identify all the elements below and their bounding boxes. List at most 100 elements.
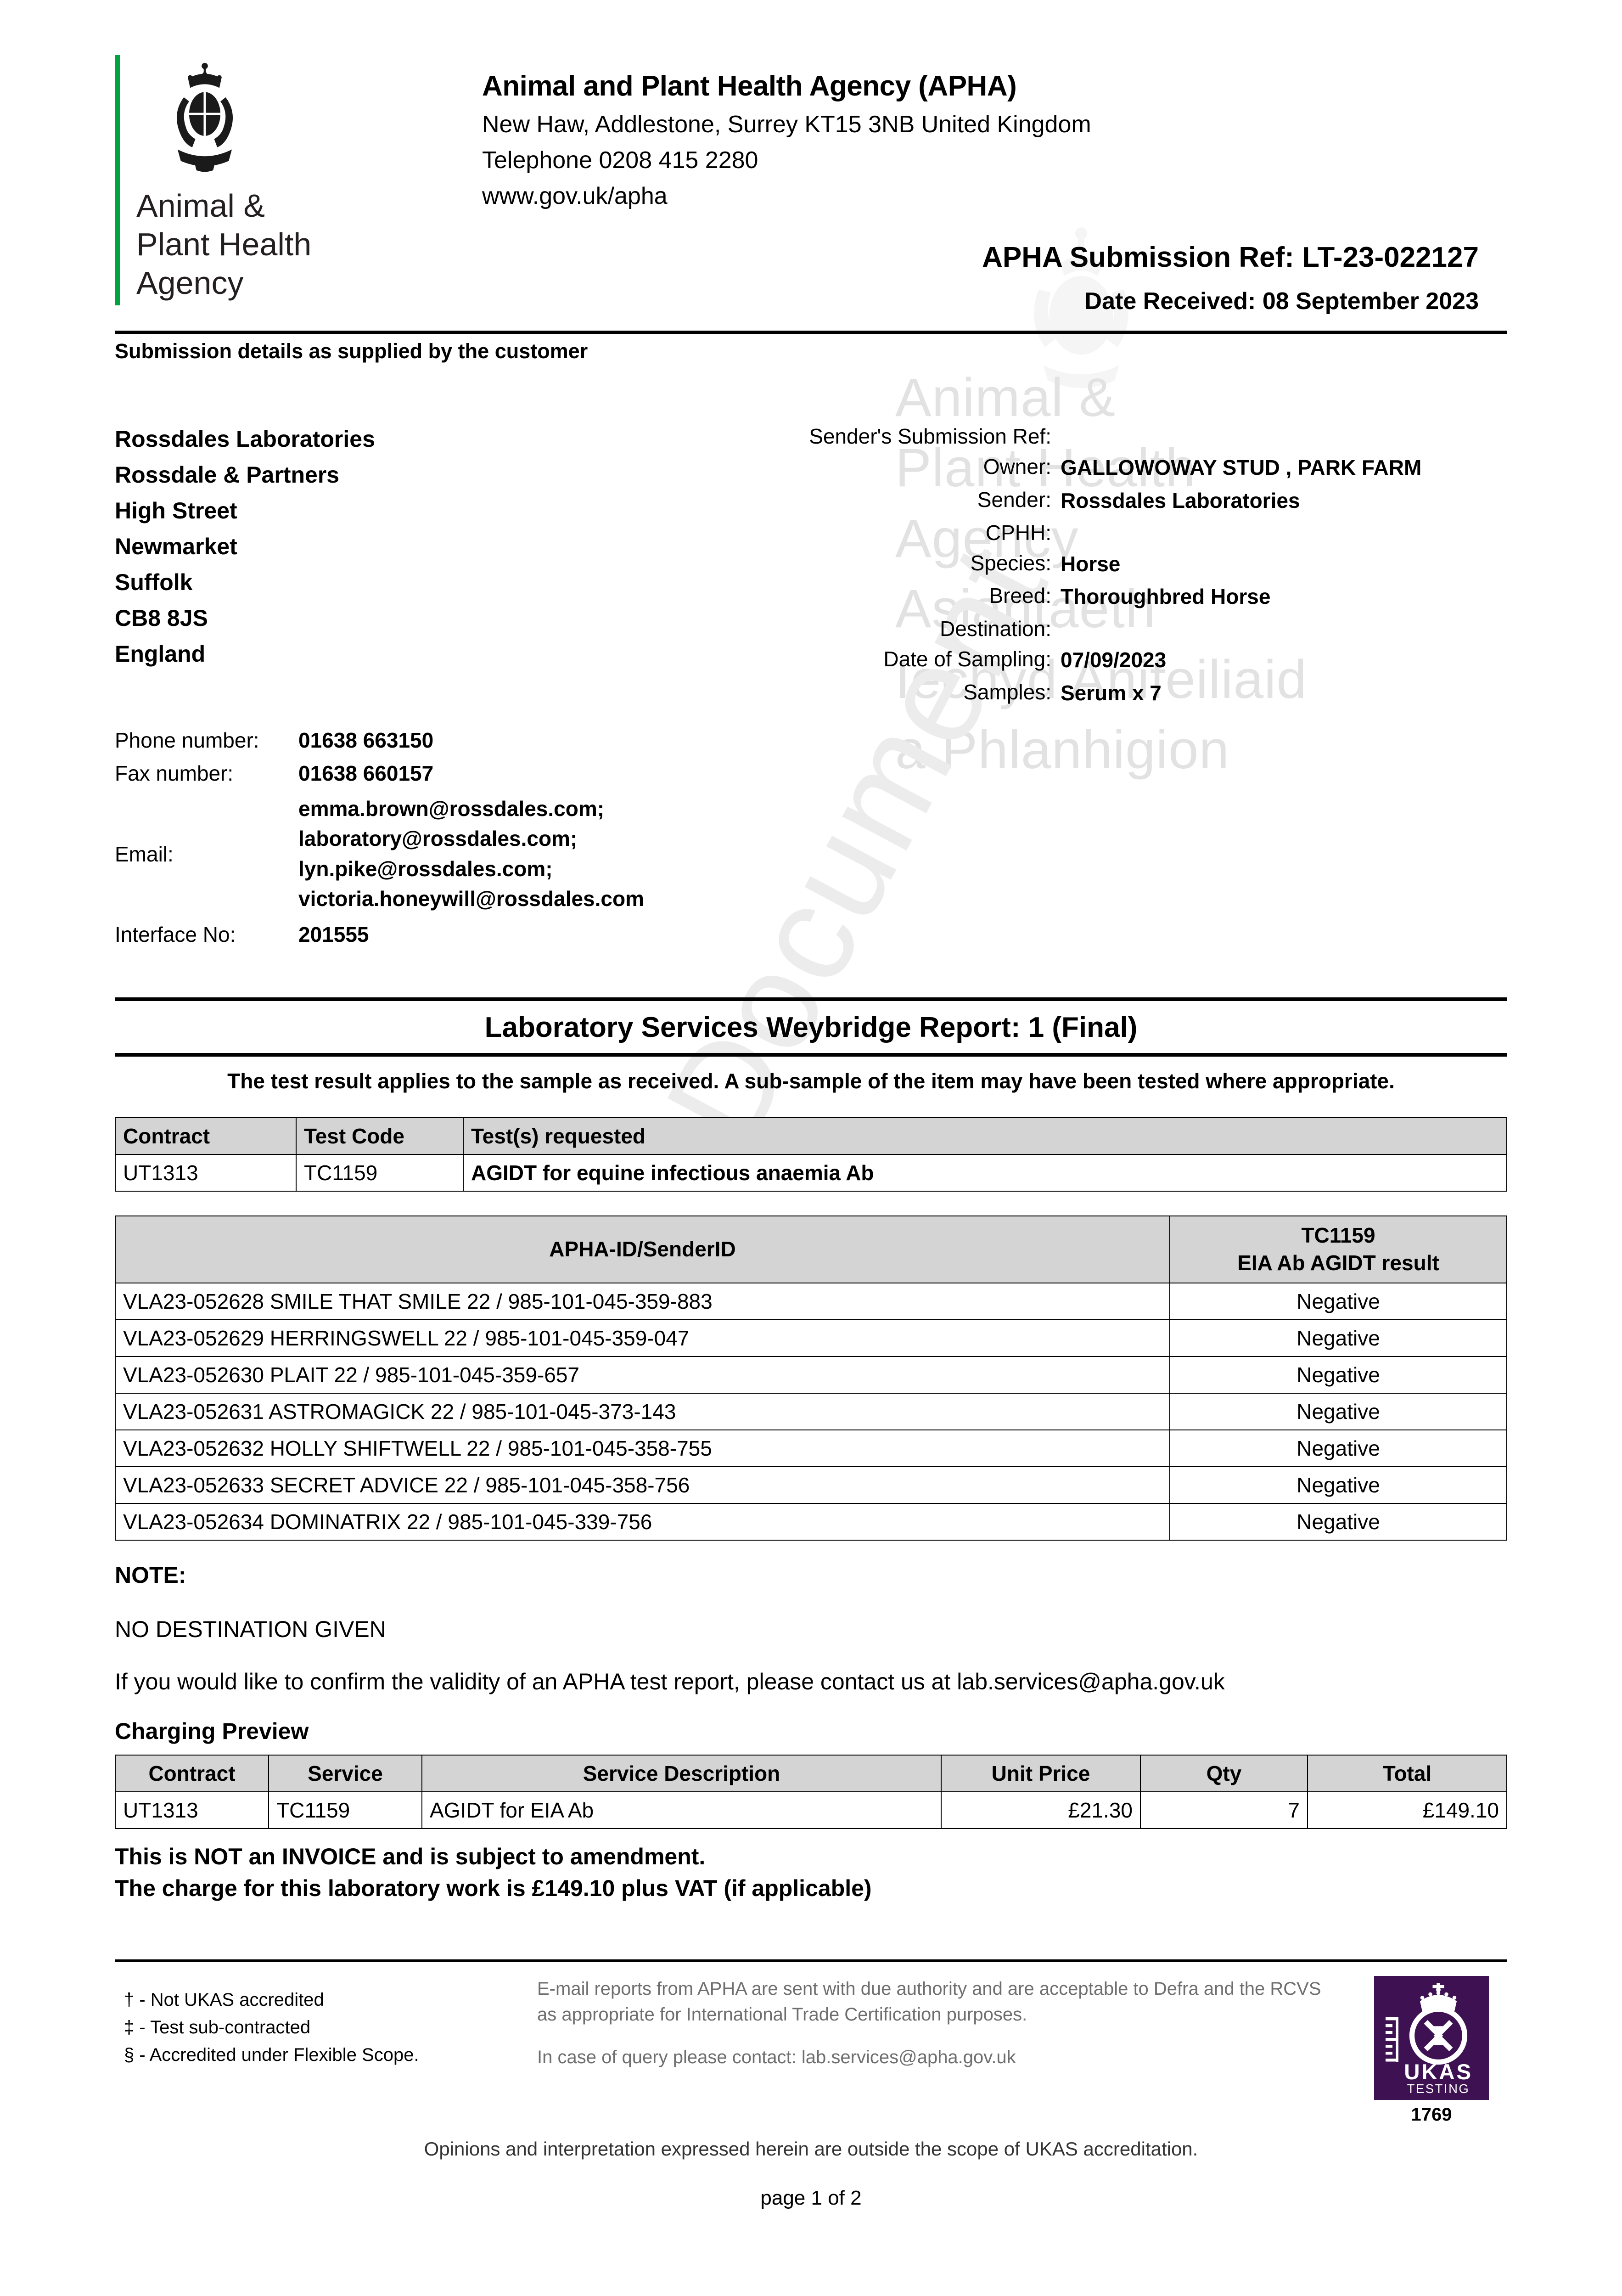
table-row: VLA23-052634 DOMINATRIX 22 / 985-101-045… [115,1503,1507,1541]
meta-row-breed: Breed: Thoroughbred Horse [758,580,1507,613]
ukas-block: UKAS TESTING 1769 [1356,1975,1507,2125]
meta-row-senders-ref: Sender's Submission Ref: [758,421,1507,451]
cphh-label: CPHH: [985,520,1051,545]
sampling-value: 07/09/2023 [1061,648,1167,672]
results-table: APHA-ID/SenderID TC1159 EIA Ab AGIDT res… [115,1216,1507,1541]
customer-address-line-6: England [115,641,206,667]
org-telephone: Telephone 0208 415 2280 [482,147,758,174]
samples-label: Samples: [963,680,1051,704]
report-divider-bottom [115,1053,1507,1057]
contract-table: Contract Test Code Test(s) requested UT1… [115,1117,1507,1192]
interface-value: 201555 [298,923,369,947]
validity-note: If you would like to confirm the validit… [115,1668,1225,1694]
green-accent-bar [115,55,120,305]
date-received: Date Received: 08 September 2023 [1084,288,1479,315]
charge-cell-qty: 7 [1140,1791,1308,1829]
result-id-4: VLA23-052632 HOLLY SHIFTWELL 22 / 985-10… [115,1429,1170,1467]
report-disclaimer: The test result applies to the sample as… [227,1069,1395,1093]
svg-text:UKAS: UKAS [1404,2060,1473,2084]
page-header: Animal & Plant Health Agency Animal and Pl… [115,0,1507,315]
report-divider-top [115,997,1507,1002]
legend-item-2: § - Accredited under Flexible Scope. [124,2044,419,2065]
result-value-6: Negative [1169,1503,1507,1541]
table-row: VLA23-052631 ASTROMAGICK 22 / 985-101-04… [115,1392,1507,1430]
charging-heading: Charging Preview [115,1718,309,1744]
phone-row: Phone number: 01638 663150 [115,728,748,761]
charge-th-description: Service Description [421,1754,942,1792]
senders-ref-label: Sender's Submission Ref: [809,424,1051,448]
footer-notes: E-mail reports from APHA are sent with d… [537,1976,1356,2125]
fax-value: 01638 660157 [298,761,434,785]
contract-th-testcode: Test Code [296,1117,464,1155]
charge-summary-line: The charge for this laboratory work is £… [115,1875,872,1901]
result-value-5: Negative [1169,1466,1507,1504]
customer-address-line-3: Newmarket [115,534,237,559]
email-3: victoria.honeywill@rossdales.com [298,886,645,911]
org-address: New Haw, Addlestone, Surrey KT15 3NB Uni… [482,111,1091,138]
meta-row-sampling: Date of Sampling: 07/09/2023 [758,644,1507,677]
footer-email-note: E-mail reports from APHA are sent with d… [537,1978,1321,2025]
email-0: emma.brown@rossdales.com; [298,797,605,821]
table-row: UT1313 TC1159 AGIDT for equine infectiou… [115,1154,1507,1192]
ukas-number: 1769 [1411,2104,1452,2125]
ukas-logo: UKAS TESTING [1374,1975,1489,2100]
apha-logo-wordmark: Animal & Plant Health Agency [136,188,312,301]
submission-ref: APHA Submission Ref: LT-23-022127 [982,242,1479,273]
samples-value: Serum x 7 [1061,681,1162,705]
results-th-result: TC1159 EIA Ab AGIDT result [1169,1216,1507,1283]
cphh-value [1061,518,1507,548]
sender-label: Sender: [977,487,1051,512]
ukas-mark-icon: UKAS TESTING [1375,1977,1488,2099]
email-1: laboratory@rossdales.com; [298,827,578,851]
email-label: Email: [115,842,174,866]
page-footer: † - Not UKAS accredited ‡ - Test sub-con… [115,1975,1507,2125]
results-th-desc: EIA Ab AGIDT result [1237,1250,1439,1275]
not-invoice-line: This is NOT an INVOICE and is subject to… [115,1843,706,1869]
apha-logo: Animal & Plant Health Agency [115,55,482,305]
charge-th-total: Total [1307,1754,1507,1792]
customer-address-line-0: Rossdales Laboratories [115,426,375,452]
contract-cell-tests: AGIDT for equine infectious anaemia Ab [463,1154,1507,1192]
meta-row-owner: Owner: GALLOWOWAY STUD , PARK FARM [758,451,1507,484]
result-value-1: Negative [1169,1319,1507,1357]
org-name: Animal and Plant Health Agency (APHA) [482,70,1017,102]
result-id-6: VLA23-052634 DOMINATRIX 22 / 985-101-045… [115,1503,1170,1541]
org-website: www.gov.uk/apha [482,183,668,209]
table-row: VLA23-052632 HOLLY SHIFTWELL 22 / 985-10… [115,1429,1507,1467]
not-invoice-notice: This is NOT an INVOICE and is subject to… [115,1841,1507,1904]
fax-row: Fax number: 01638 660157 [115,761,748,794]
phone-label: Phone number: [115,728,259,752]
charge-cell-contract: UT1313 [115,1791,269,1829]
result-value-0: Negative [1169,1282,1507,1320]
result-id-3: VLA23-052631 ASTROMAGICK 22 / 985-101-04… [115,1392,1170,1430]
meta-row-sender: Sender: Rossdales Laboratories [758,484,1507,518]
result-value-3: Negative [1169,1392,1507,1430]
meta-row-destination: Destination: [758,613,1507,644]
results-header-row: APHA-ID/SenderID TC1159 EIA Ab AGIDT res… [115,1216,1507,1283]
interface-label: Interface No: [115,923,236,947]
table-row: VLA23-052630 PLAIT 22 / 985-101-045-359-… [115,1356,1507,1394]
contract-cell-testcode: TC1159 [296,1154,464,1192]
customer-contact-table: Phone number: 01638 663150 Fax number: 0… [115,728,748,955]
note-heading: NOTE: [115,1562,186,1588]
charge-th-service: Service [268,1754,422,1792]
owner-label: Owner: [983,455,1051,478]
table-row: VLA23-052633 SECRET ADVICE 22 / 985-101-… [115,1466,1507,1504]
page-number: page 1 of 2 [760,2186,862,2209]
charge-th-qty: Qty [1140,1754,1308,1792]
sampling-label: Date of Sampling: [883,647,1051,671]
owner-value: GALLOWOWAY STUD , PARK FARM [1061,456,1422,479]
contract-th-tests: Test(s) requested [463,1117,1507,1155]
submission-details-label: Submission details as supplied by the cu… [115,339,588,363]
table-row: VLA23-052629 HERRINGSWELL 22 / 985-101-0… [115,1319,1507,1357]
charging-header-row: Contract Service Service Description Uni… [115,1754,1507,1792]
table-row: VLA23-052628 SMILE THAT SMILE 22 / 985-1… [115,1282,1507,1320]
email-values: emma.brown@rossdales.com; laboratory@ros… [298,794,748,922]
interface-row: Interface No: 201555 [115,922,748,955]
charge-th-contract: Contract [115,1754,269,1792]
submission-meta-table: Sender's Submission Ref: Owner: GALLOWOW… [758,421,1507,710]
meta-row-samples: Samples: Serum x 7 [758,677,1507,710]
footer-query-note: In case of query please contact: lab.ser… [537,2047,1016,2068]
customer-address-line-4: Suffolk [115,569,193,595]
results-th-code: TC1159 [1301,1223,1375,1248]
